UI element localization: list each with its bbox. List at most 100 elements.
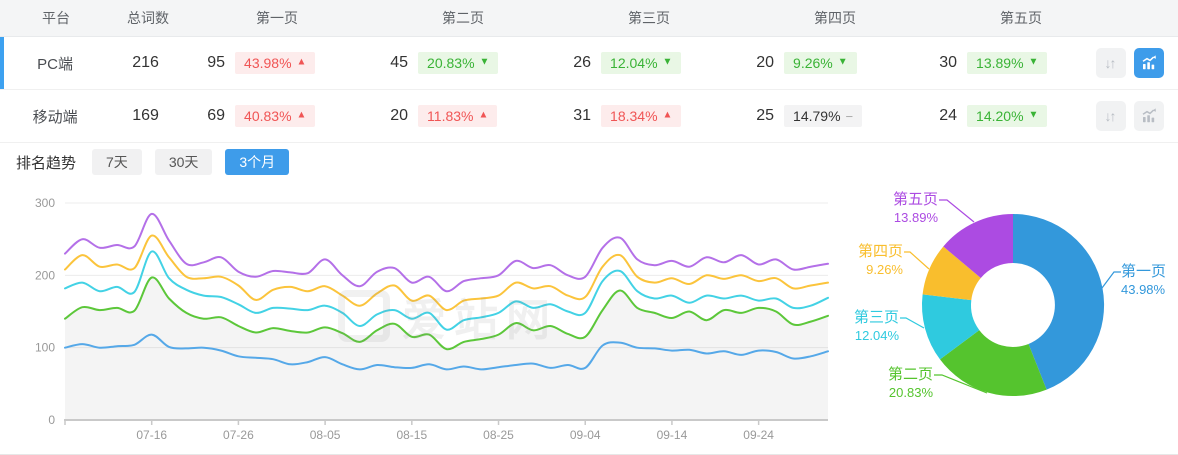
trend-chart-icon (1141, 108, 1157, 124)
change-direction-icon: ▲ (478, 109, 489, 121)
change-percent: 18.34% (610, 108, 658, 124)
change-direction-icon: ▼ (662, 56, 673, 68)
leader-line-page1 (1101, 271, 1121, 289)
donut-label-value: 20.83% (888, 384, 933, 400)
change-badge: 11.83% ▲ (418, 105, 498, 127)
leader-line-page3 (900, 317, 925, 329)
page-distribution-donut: 第一页 43.98% 第二页 20.83% 第三页 12.04% 第四页 9.2… (845, 170, 1178, 454)
total-keywords: 216 (132, 54, 159, 71)
change-percent: 43.98% (244, 55, 292, 71)
trend-section-header: 排名趋势 7天 30天 3个月 (16, 149, 302, 175)
svg-text:300: 300 (35, 196, 55, 210)
donut-label-page4: 第四页 9.26% (845, 243, 903, 277)
tab-30-days[interactable]: 30天 (154, 149, 213, 175)
svg-text:08-25: 08-25 (483, 428, 514, 442)
svg-text:07-16: 07-16 (136, 428, 167, 442)
page2-cell: 20 11.83% ▲ (364, 105, 547, 127)
page4-cell: 20 9.26% ▼ (730, 52, 913, 74)
svg-text:09-04: 09-04 (570, 428, 601, 442)
change-badge: 20.83% ▼ (418, 52, 499, 74)
selected-row-indicator (0, 37, 4, 89)
change-badge: 13.89% ▼ (967, 52, 1048, 74)
trend-chart-icon (1141, 55, 1157, 71)
page-count: 26 (573, 54, 592, 71)
donut-label-page5: 第五页 13.89% (871, 191, 938, 225)
page-count: 30 (939, 54, 958, 71)
donut-label-page2: 第二页 20.83% (859, 366, 933, 400)
change-badge: 12.04% ▼ (601, 52, 682, 74)
leader-line-page2 (934, 374, 988, 394)
page1-cell: 95 43.98% ▲ (181, 52, 364, 74)
donut-label-page1: 第一页 43.98% (1121, 263, 1166, 297)
page3-cell: 31 18.34% ▲ (547, 105, 730, 127)
page5-cell: 24 14.20% ▼ (913, 105, 1096, 127)
page-count: 25 (756, 107, 775, 124)
trend-chart-button[interactable] (1134, 48, 1165, 78)
page3-cell: 26 12.04% ▼ (547, 52, 730, 74)
row-actions: ↓ ↑ (1096, 101, 1178, 131)
col-header-page2: 第二页 (442, 10, 484, 26)
change-percent: 12.04% (610, 55, 658, 71)
change-direction-icon: ▼ (1028, 56, 1039, 68)
col-header-page5: 第五页 (1000, 10, 1042, 26)
tab-3-months[interactable]: 3个月 (225, 149, 290, 175)
change-badge: 9.26% ▼ (784, 52, 857, 74)
leader-line-page5 (939, 199, 975, 223)
col-header-platform: 平台 (42, 10, 70, 26)
svg-text:100: 100 (35, 341, 55, 355)
table-row-mobile[interactable]: 移动端 169 69 40.83% ▲ 20 11.83% ▲ 31 18.34% ▲… (0, 90, 1178, 143)
change-direction-icon: − (845, 108, 854, 124)
total-keywords: 169 (132, 107, 159, 124)
page-count: 20 (756, 54, 775, 71)
svg-text:07-26: 07-26 (223, 428, 254, 442)
sort-button[interactable]: ↓ ↑ (1096, 48, 1127, 78)
donut-slice (921, 294, 980, 360)
donut-label-name: 第五页 (892, 191, 938, 208)
donut-canvas (900, 199, 1121, 397)
change-badge: 14.20% ▼ (967, 105, 1048, 127)
trend-chart-button[interactable] (1134, 101, 1165, 131)
page5-cell: 30 13.89% ▼ (913, 52, 1096, 74)
change-direction-icon: ▲ (296, 109, 307, 121)
donut-label-name: 第二页 (887, 366, 933, 383)
donut-label-value: 9.26% (866, 261, 903, 277)
donut-label-name: 第四页 (857, 243, 903, 260)
change-direction-icon: ▼ (479, 56, 490, 68)
arrow-down-icon: ↓ (1104, 55, 1112, 71)
svg-text:09-24: 09-24 (743, 428, 774, 442)
trend-section-title: 排名趋势 (16, 154, 77, 172)
change-badge: 40.83% ▲ (235, 105, 316, 127)
donut-label-value: 12.04% (854, 327, 899, 343)
change-percent: 14.79% (793, 108, 841, 124)
change-badge: 43.98% ▲ (235, 52, 316, 74)
change-direction-icon: ▼ (1028, 109, 1039, 121)
change-badge: 14.79% − (784, 105, 863, 127)
change-percent: 11.83% (427, 108, 474, 124)
svg-text:08-15: 08-15 (396, 428, 427, 442)
arrow-up-icon: ↑ (1109, 55, 1117, 71)
change-direction-icon: ▲ (296, 56, 307, 68)
change-percent: 20.83% (427, 55, 475, 71)
donut-label-value: 13.89% (893, 209, 938, 225)
page2-cell: 45 20.83% ▼ (364, 52, 547, 74)
rank-table: 平台 总词数 第一页 第二页 第三页 第四页 第五页 PC端 216 95 43… (0, 0, 1178, 143)
svg-text:0: 0 (48, 413, 55, 427)
arrow-up-icon: ↑ (1109, 108, 1117, 124)
page-count: 95 (207, 54, 226, 71)
row-actions: ↓ ↑ (1096, 48, 1178, 78)
donut-slice (943, 214, 1013, 278)
page-count: 20 (390, 107, 409, 124)
platform-name: PC端 (37, 55, 74, 73)
donut-label-name: 第三页 (853, 309, 899, 326)
page-count: 31 (573, 107, 592, 124)
change-percent: 40.83% (244, 108, 292, 124)
table-row-pc[interactable]: PC端 216 95 43.98% ▲ 45 20.83% ▼ 26 12.04% ▼… (0, 37, 1178, 90)
page4-cell: 25 14.79% − (730, 105, 913, 127)
col-header-page4: 第四页 (814, 10, 856, 26)
tab-7-days[interactable]: 7天 (92, 149, 142, 175)
sort-button[interactable]: ↓ ↑ (1096, 101, 1127, 131)
change-direction-icon: ▼ (837, 56, 848, 68)
page-count: 24 (939, 107, 958, 124)
svg-text:08-05: 08-05 (310, 428, 341, 442)
